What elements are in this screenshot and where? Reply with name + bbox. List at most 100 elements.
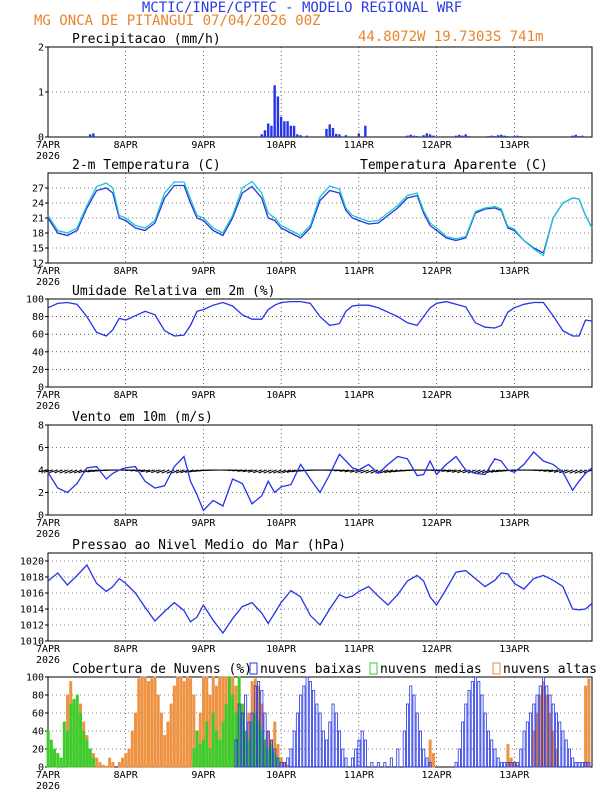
precip-bar — [364, 125, 367, 137]
wind-barb — [59, 469, 68, 474]
wind-barb — [451, 469, 461, 473]
wind-barb — [184, 469, 194, 473]
x-tick-label: 11APR — [344, 770, 375, 781]
precip-bar — [276, 96, 280, 137]
wind-barb — [486, 469, 496, 474]
wind-barb — [360, 469, 369, 474]
precip-bar — [425, 133, 429, 137]
cloud-bar — [218, 739, 222, 768]
cloud-bar — [308, 681, 312, 768]
cloud-bar — [253, 685, 257, 768]
cloud-bar — [189, 678, 193, 768]
cloud-bar — [412, 694, 416, 768]
cloud-bar — [108, 757, 112, 768]
precip-bar — [467, 136, 471, 137]
cloud-bar — [512, 762, 516, 768]
cloud-bar — [363, 739, 367, 768]
x-tick-label: 8APR — [114, 770, 139, 781]
wind-barb — [135, 469, 146, 472]
x-tick-label: 7APR — [36, 140, 61, 151]
header-title: MCTIC/INPE/CPTEC - MODELO REGIONAL WRF — [142, 0, 462, 16]
cloud-bar — [354, 748, 358, 768]
wind-barb — [286, 469, 296, 473]
cloud-bar — [289, 748, 293, 768]
cloud-bar — [493, 748, 497, 768]
precip-bar — [273, 85, 276, 137]
precip-bar — [415, 136, 419, 137]
cloud-bar — [584, 762, 588, 768]
cloud-bar — [53, 748, 57, 768]
panel-title: Cobertura de Nuvens (%) — [72, 662, 252, 677]
cloud-bar — [247, 721, 251, 768]
wind-barb — [140, 469, 151, 473]
cloud-bar — [276, 757, 280, 768]
y-tick-label: 0 — [38, 763, 44, 774]
wind-barb — [282, 469, 292, 474]
y-tick-label: 27 — [32, 184, 44, 195]
wind-barb — [349, 469, 359, 473]
y-tick-label: 1018 — [20, 573, 44, 584]
cloud-bar — [221, 721, 225, 768]
cloud-bar — [299, 694, 303, 768]
precip-bar — [454, 135, 458, 137]
legend-label: nuvens altas — [503, 662, 597, 677]
x-tick-label: 11APR — [344, 518, 375, 529]
series-line — [47, 451, 593, 512]
cloud-bar — [163, 735, 167, 768]
wind-barb — [175, 469, 185, 474]
cloud-bar — [234, 739, 238, 768]
cloud-bar — [480, 694, 484, 768]
cloud-bar — [257, 681, 261, 768]
cloud-bar — [211, 712, 215, 768]
cloud-bar — [140, 676, 144, 768]
wind-barb — [569, 469, 578, 474]
wind-barb — [548, 469, 559, 473]
wind-barb — [564, 469, 573, 474]
wind-barb — [579, 469, 588, 474]
x-tick-label: 11APR — [344, 390, 375, 401]
y-tick-label: 2 — [38, 488, 44, 499]
x-tick-label: 9APR — [191, 770, 216, 781]
cloud-bar — [72, 699, 76, 768]
panel-title: Vento em 10m (m/s) — [72, 410, 213, 425]
cloud-bar — [470, 681, 474, 768]
cloud-bar — [205, 721, 209, 768]
cloud-bar — [260, 690, 264, 768]
wind-barb — [379, 469, 389, 474]
x-tick-label: 9APR — [191, 390, 216, 401]
precip-bar — [344, 135, 348, 137]
cloud-bar — [130, 730, 134, 768]
wind-barb — [538, 469, 549, 472]
cloud-bar — [396, 748, 400, 768]
x-year-label: 2026 — [36, 655, 60, 666]
wind-barb — [130, 469, 141, 472]
precip-bar — [513, 136, 516, 137]
cloud-bar — [185, 676, 189, 768]
precip-bar — [286, 121, 289, 137]
wind-barb — [49, 469, 58, 474]
wind-barb — [69, 469, 78, 474]
cloud-bar — [509, 762, 513, 768]
precip-bar — [519, 136, 522, 137]
precip-bar — [493, 136, 497, 137]
cloud-bar — [82, 730, 86, 768]
wind-barb — [232, 469, 243, 472]
cloud-bar — [172, 685, 176, 768]
x-tick-label: 13APR — [499, 644, 530, 655]
wind-barb — [370, 469, 379, 474]
cloud-bar — [69, 703, 73, 768]
cloud-bar — [273, 748, 277, 768]
legend-label: Temperatura Aparente (C) — [360, 158, 548, 173]
y-tick-label: 60 — [32, 709, 44, 720]
precip-bar — [516, 135, 519, 137]
panel-title: Precipitacao (mm/h) — [72, 32, 221, 47]
series-line — [47, 180, 593, 257]
cloud-bar — [169, 703, 173, 768]
precip-bar — [409, 134, 412, 137]
cloud-bar — [315, 703, 319, 768]
x-tick-label: 8APR — [114, 266, 139, 277]
cloud-bar — [522, 730, 526, 768]
cloud-bar — [519, 748, 523, 768]
precip-bar — [412, 135, 416, 137]
